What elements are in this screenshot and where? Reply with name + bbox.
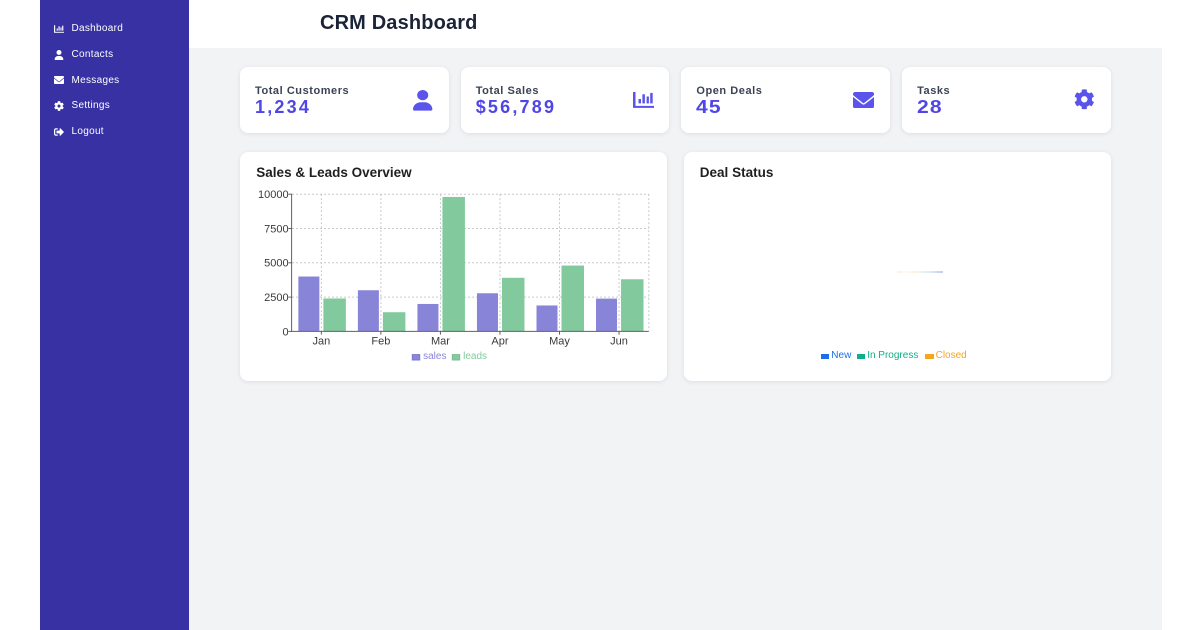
svg-text:7500: 7500 xyxy=(264,223,288,235)
svg-text:5000: 5000 xyxy=(264,257,288,269)
svg-text:2500: 2500 xyxy=(264,292,288,304)
svg-text:sales: sales xyxy=(423,351,446,362)
svg-text:leads: leads xyxy=(463,351,487,362)
svg-text:Jun: Jun xyxy=(610,335,628,347)
svg-text:0: 0 xyxy=(282,326,288,338)
svg-text:10000: 10000 xyxy=(258,189,289,201)
svg-text:Feb: Feb xyxy=(371,335,390,347)
svg-text:Jan: Jan xyxy=(312,335,330,347)
svg-text:Mar: Mar xyxy=(431,335,450,347)
svg-text:May: May xyxy=(549,335,570,347)
svg-text:Apr: Apr xyxy=(491,335,508,347)
